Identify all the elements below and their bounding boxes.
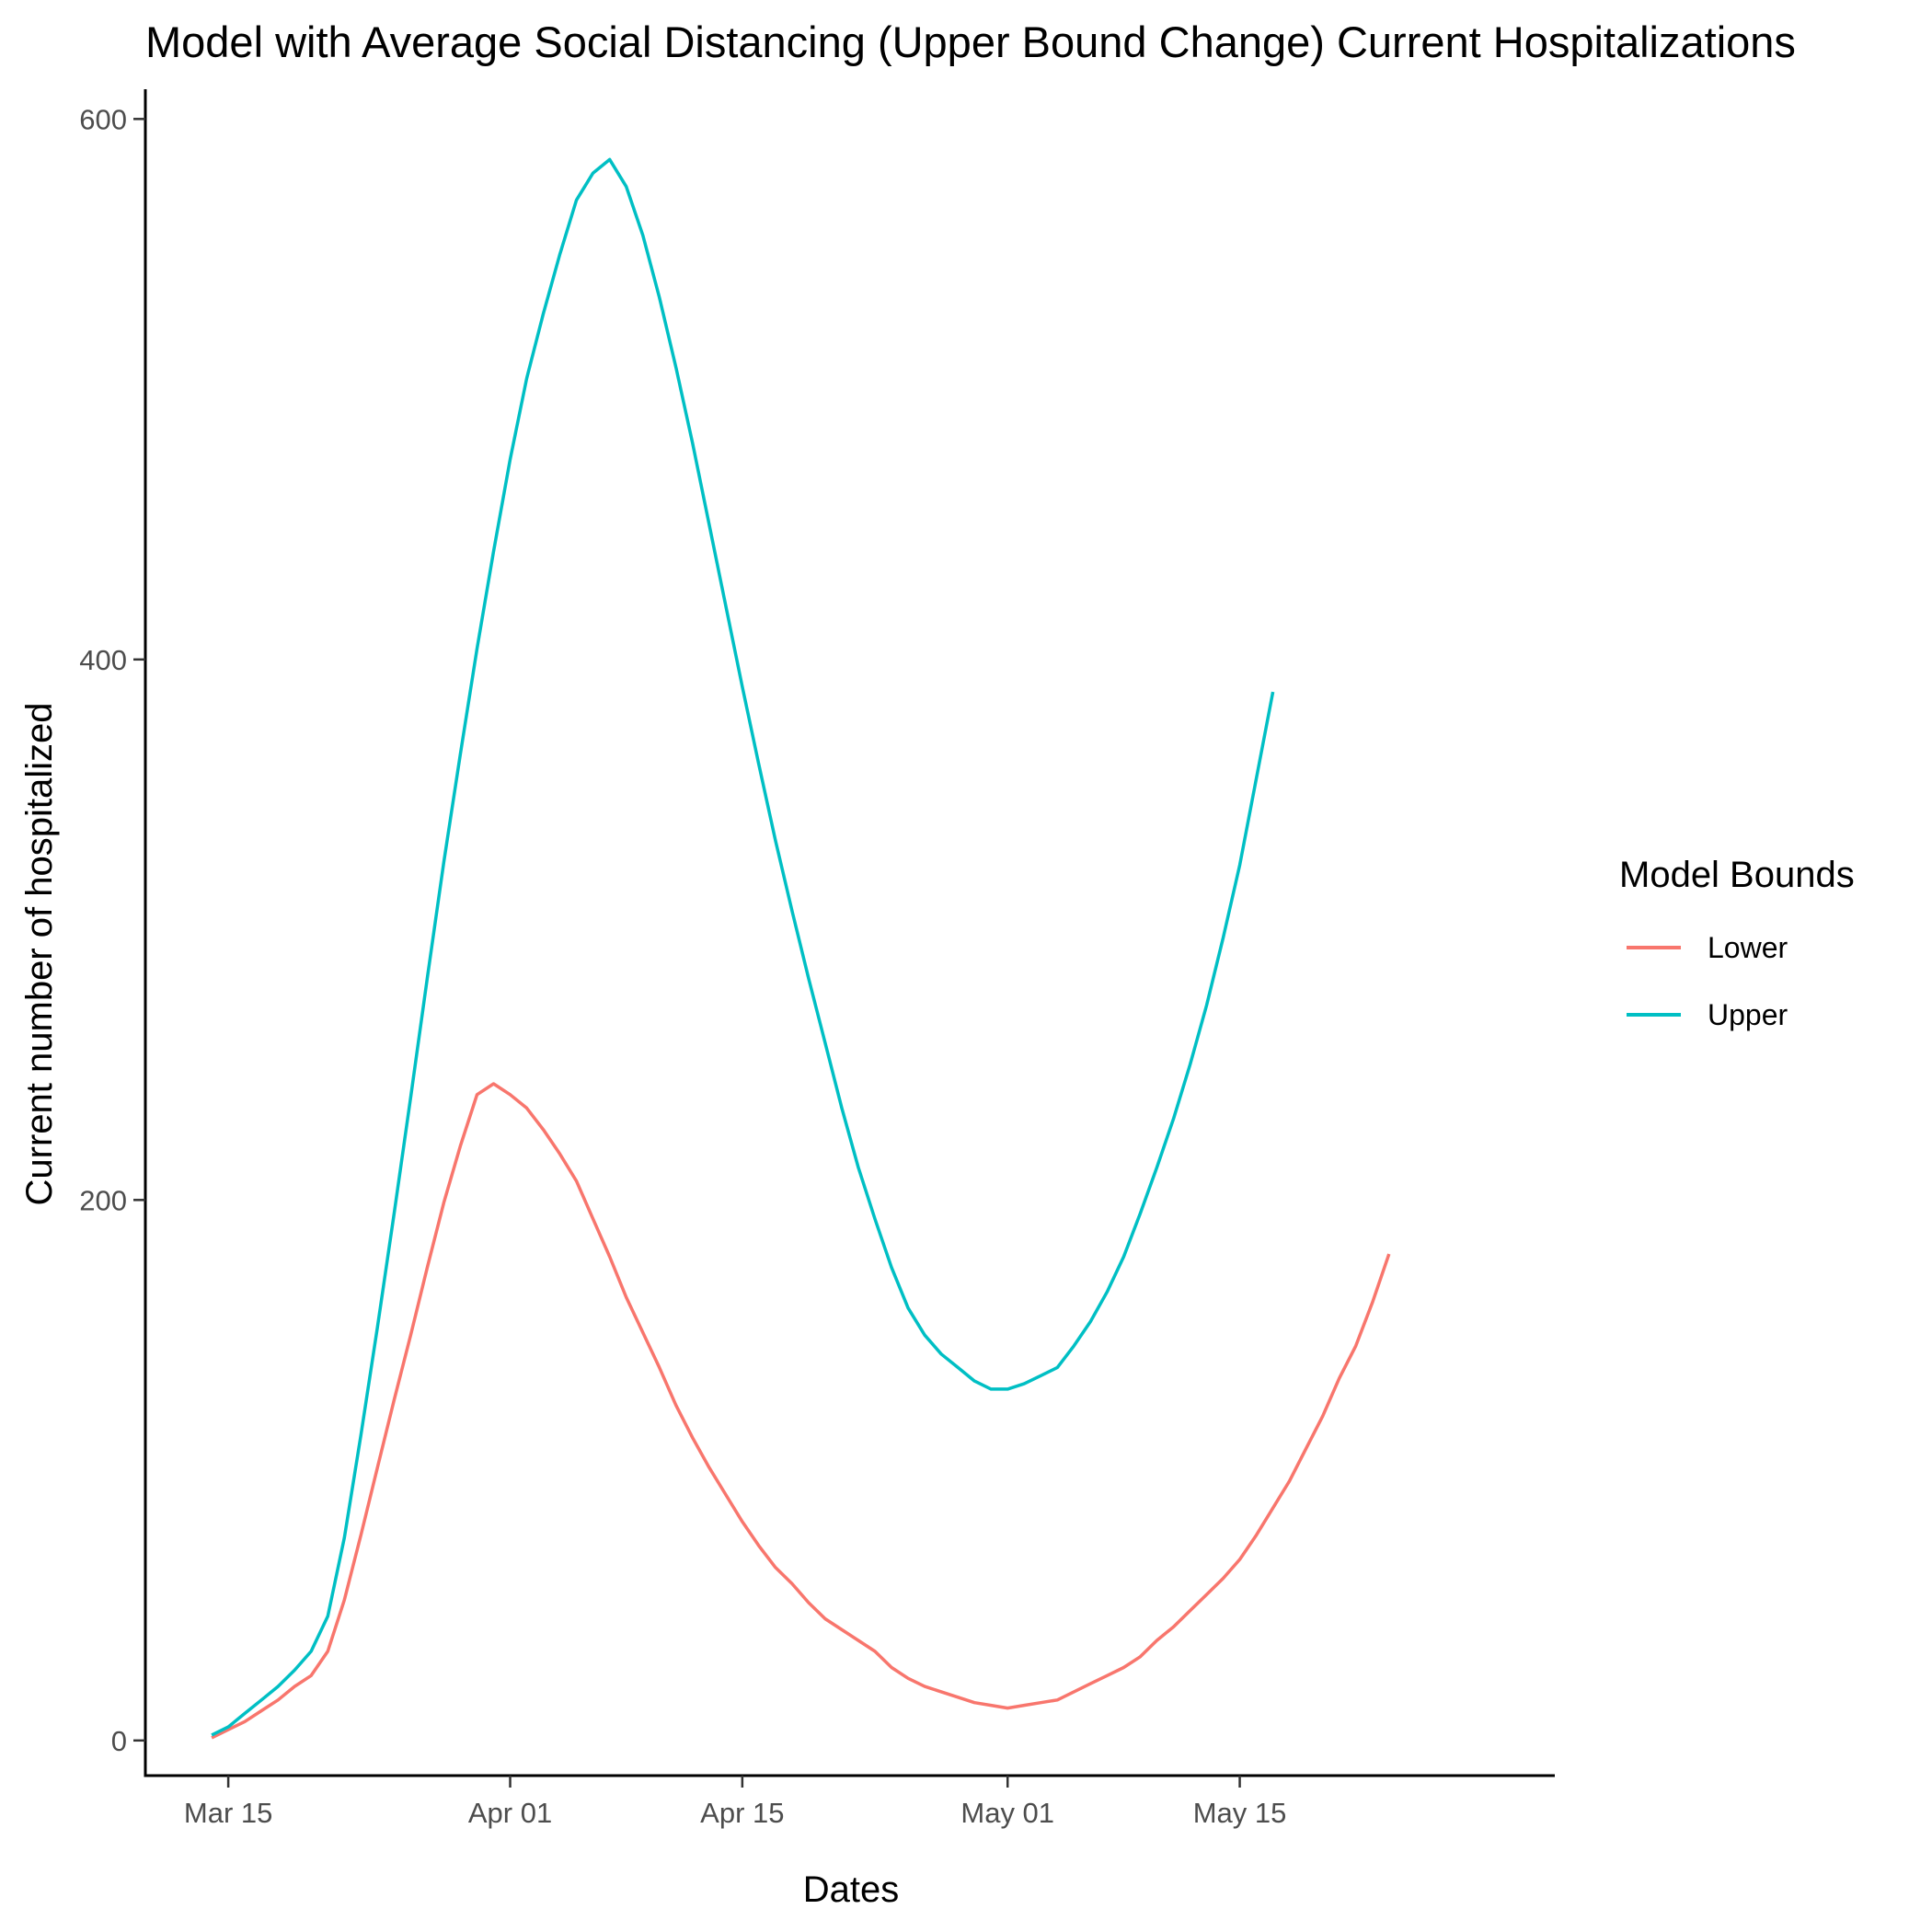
legend-items: Lower Upper bbox=[1627, 931, 1788, 1031]
x-axis-title: Dates bbox=[803, 1869, 900, 1910]
series-line-lower bbox=[211, 1082, 1391, 1740]
chart-title: Model with Average Social Distancing (Up… bbox=[145, 17, 1796, 66]
x-axis-ticks: Mar 15 Apr 01 Apr 15 May 01 May 15 bbox=[184, 1776, 1287, 1829]
x-tick-label: May 15 bbox=[1193, 1797, 1287, 1829]
legend-label-lower: Lower bbox=[1708, 931, 1788, 964]
x-tick-label: Apr 01 bbox=[468, 1797, 552, 1829]
y-axis-title: Current number of hospitalized bbox=[19, 703, 60, 1206]
y-axis-ticks: 0 200 400 600 bbox=[79, 103, 145, 1757]
legend-label-upper: Upper bbox=[1708, 998, 1788, 1031]
legend-title: Model Bounds bbox=[1619, 855, 1855, 895]
y-tick-label: 400 bbox=[79, 644, 127, 676]
y-tick-label: 200 bbox=[79, 1184, 127, 1216]
y-tick-label: 600 bbox=[79, 103, 127, 135]
x-tick-label: Mar 15 bbox=[184, 1797, 272, 1829]
x-tick-label: Apr 15 bbox=[700, 1797, 784, 1829]
plot-area bbox=[211, 157, 1391, 1740]
series-line-upper bbox=[211, 157, 1275, 1737]
x-tick-label: May 01 bbox=[960, 1797, 1054, 1829]
y-tick-label: 0 bbox=[111, 1725, 127, 1757]
legend: Model Bounds Lower Upper bbox=[1619, 855, 1855, 1031]
